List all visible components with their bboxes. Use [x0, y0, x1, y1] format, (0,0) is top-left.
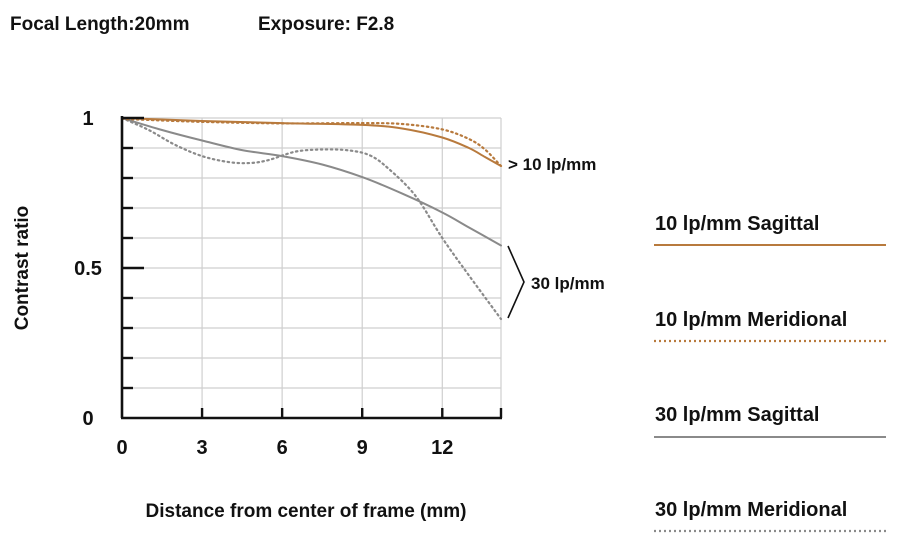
x-tick-label: 0: [116, 437, 127, 459]
x-tick-label: 9: [357, 437, 368, 459]
y-tick-label: 0.5: [74, 258, 102, 280]
series-30lpmm-sagittal: [121, 117, 502, 247]
series-10lpmm-meridional: [120, 117, 503, 168]
exposure-label: Exposure: F2.8: [258, 14, 394, 35]
x-tick-label: 3: [197, 437, 208, 459]
y-axis-title: Contrast ratio: [12, 206, 33, 331]
legend-label-10-sagittal: 10 lp/mm Sagittal: [655, 213, 820, 235]
legend-label-30-sagittal: 30 lp/mm Sagittal: [655, 404, 820, 426]
tick-labels: 0 0.5 1 0 3 6 9 12: [74, 108, 453, 459]
x-tick-label: 6: [277, 437, 288, 459]
x-tick-label: 12: [431, 437, 453, 459]
plot-grid: [122, 117, 502, 418]
plot-series: [120, 116, 503, 321]
legend: 10 lp/mm Sagittal 10 lp/mm Meridional 30…: [654, 213, 886, 533]
annotation-30lpmm: 30 lp/mm: [531, 274, 605, 293]
y-tick-label: 1: [82, 108, 93, 130]
plot-axes: [120, 116, 503, 420]
brace-30lpmm: [507, 245, 525, 319]
y-tick-label: 0: [82, 408, 93, 430]
focal-length-label: Focal Length:20mm: [10, 14, 189, 35]
series-10lpmm-sagittal: [121, 117, 502, 167]
series-30lpmm-meridional: [120, 116, 503, 321]
x-axis-title: Distance from center of frame (mm): [146, 501, 467, 522]
legend-label-10-meridional: 10 lp/mm Meridional: [655, 309, 847, 331]
legend-label-30-meridional: 30 lp/mm Meridional: [655, 499, 847, 521]
annotation-10lpmm: > 10 lp/mm: [508, 155, 596, 174]
